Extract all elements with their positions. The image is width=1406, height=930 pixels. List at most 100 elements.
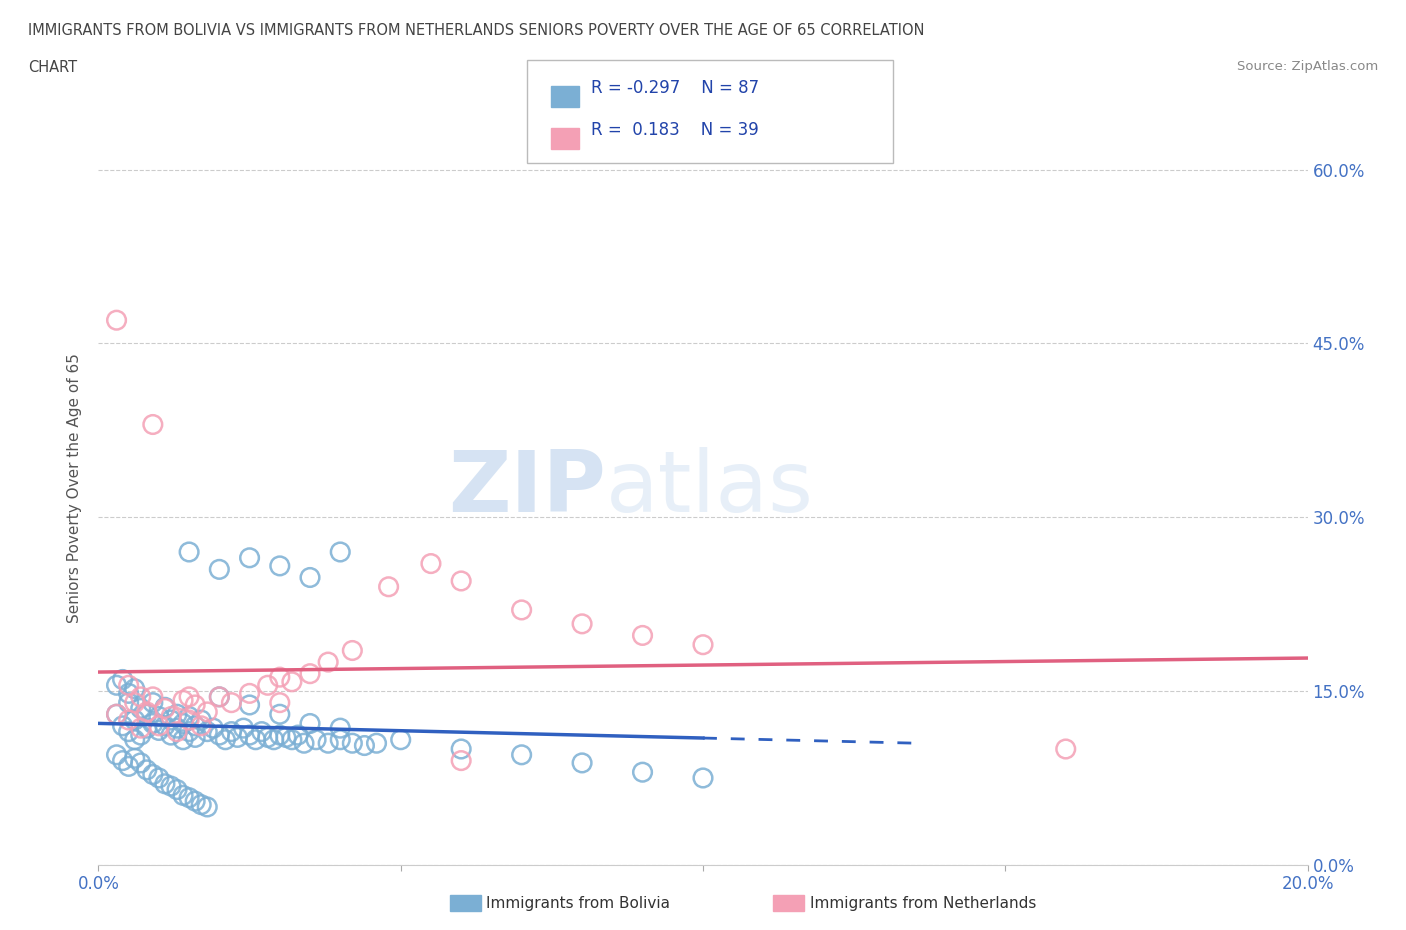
Point [118,686,141,701]
Point [153,700,176,715]
Point [692,771,714,786]
Point [190,712,212,727]
Point [214,732,236,747]
Point [274,730,297,745]
Point [256,730,278,745]
Point [631,764,654,779]
Point [269,670,291,684]
Point [148,771,170,786]
Text: Source: ZipAtlas.com: Source: ZipAtlas.com [1237,60,1378,73]
Point [172,693,194,708]
Point [118,678,141,693]
Point [389,732,412,747]
Point [195,705,218,720]
Point [179,689,201,704]
Point [129,755,152,770]
Point [571,755,593,770]
Point [179,724,201,739]
Point [281,732,304,747]
Point [366,736,388,751]
Point [129,689,152,704]
Point [153,777,176,791]
Point [195,724,218,739]
Point [105,678,128,693]
Point [269,707,291,722]
Text: atlas: atlas [606,446,814,530]
Point [160,778,183,793]
Point [179,545,201,560]
Point [450,753,472,768]
Point [111,718,134,733]
Point [142,417,165,432]
Point [299,570,322,585]
Point [118,712,141,727]
Point [148,718,170,733]
Text: Immigrants from Bolivia: Immigrants from Bolivia [486,896,671,910]
Point [179,709,201,724]
Point [377,579,399,594]
Point [208,689,231,704]
Point [160,709,183,724]
Point [269,696,291,711]
Point [299,666,322,681]
Point [245,732,267,747]
Point [571,617,593,631]
Point [221,696,243,711]
Point [342,643,364,658]
Point [105,707,128,722]
Point [269,727,291,742]
Point [342,736,364,751]
Point [160,712,183,727]
Point [292,736,315,751]
Point [239,551,262,565]
Point [135,705,157,720]
Point [221,724,243,739]
Point [232,721,254,736]
Point [124,696,146,711]
Point [160,727,183,742]
Point [239,698,262,712]
Text: R =  0.183    N = 39: R = 0.183 N = 39 [591,121,758,140]
Point [118,759,141,774]
Point [256,678,278,693]
Point [148,709,170,724]
Point [166,707,188,722]
Point [420,556,443,571]
Point [510,603,533,618]
Point [166,721,188,736]
Point [111,753,134,768]
Point [124,682,146,697]
Point [179,712,201,727]
Point [184,793,207,808]
Point [153,718,176,733]
Point [111,672,134,687]
Text: CHART: CHART [28,60,77,75]
Y-axis label: Seniors Poverty Over the Age of 65: Seniors Poverty Over the Age of 65 [67,353,83,623]
Point [179,790,201,805]
Point [195,800,218,815]
Point [148,723,170,737]
Point [316,655,339,670]
Point [263,732,285,747]
Point [172,732,194,747]
Point [135,707,157,722]
Point [329,545,352,560]
Point [142,716,165,731]
Point [118,696,141,711]
Point [239,727,262,742]
Point [124,732,146,747]
Point [124,751,146,765]
Point [142,696,165,711]
Point [226,730,249,745]
Point [269,558,291,573]
Point [316,736,339,751]
Point [281,674,304,689]
Text: ZIP: ZIP [449,446,606,530]
Point [172,788,194,803]
Text: R = -0.297    N = 87: R = -0.297 N = 87 [591,79,759,98]
Point [1054,741,1077,756]
Point [184,730,207,745]
Point [208,689,231,704]
Point [692,637,714,652]
Point [184,698,207,712]
